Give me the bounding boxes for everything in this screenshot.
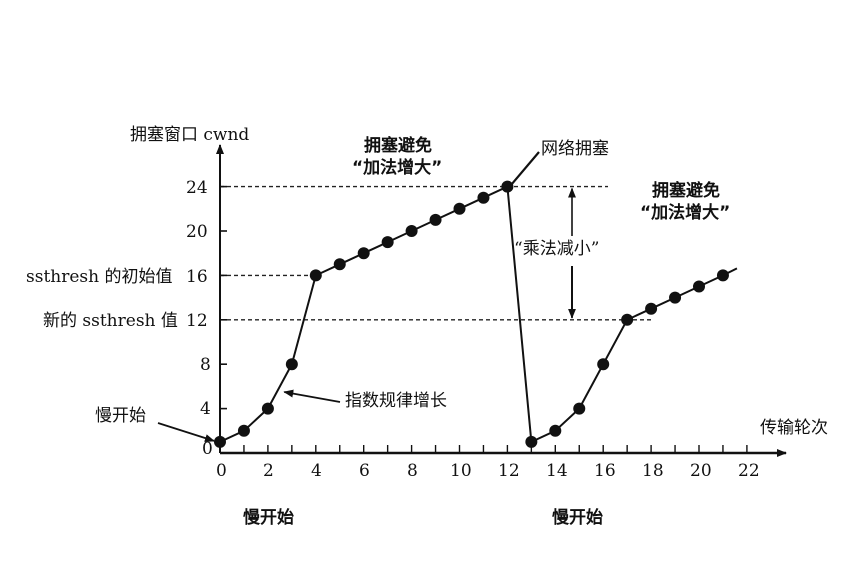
y-tick-0: 0 xyxy=(202,439,213,459)
congestion-avoidance-2-subtitle: “加法增大” xyxy=(640,203,731,223)
data-point xyxy=(429,213,442,226)
x-tick-6: 6 xyxy=(359,461,370,481)
ssthresh-new-label: 新的 ssthresh 值 xyxy=(43,311,178,331)
x-tick-2: 2 xyxy=(263,461,274,481)
y-tick-24: 24 xyxy=(186,178,208,198)
x-axis-title: 传输轮次 xyxy=(760,418,828,438)
slow-start-arrow xyxy=(157,422,215,442)
data-point xyxy=(669,291,682,304)
data-point xyxy=(693,280,705,293)
data-point xyxy=(357,247,370,260)
data-point xyxy=(405,225,418,237)
network-congestion-label: 网络拥塞 xyxy=(541,139,609,159)
data-point xyxy=(381,236,394,249)
x-tick-14: 14 xyxy=(546,461,568,481)
exponential-growth-label: 指数规律增长 xyxy=(345,391,447,411)
cwnd-line xyxy=(219,185,724,444)
network-congestion-pointer xyxy=(510,151,540,186)
x-tick-12: 12 xyxy=(498,461,520,481)
data-point xyxy=(621,313,634,326)
data-point xyxy=(549,424,562,437)
data-point xyxy=(597,358,610,371)
reference-lines xyxy=(220,185,652,321)
slow-start-bottom-1-label: 慢开始 xyxy=(243,508,294,528)
y-tick-16: 16 xyxy=(186,267,208,287)
cwnd-series xyxy=(214,180,738,448)
x-tick-4: 4 xyxy=(311,461,322,481)
data-point xyxy=(285,358,298,371)
congestion-avoidance-1-subtitle: “加法增大” xyxy=(352,158,443,178)
data-point xyxy=(453,202,466,215)
data-point xyxy=(525,435,538,448)
data-point xyxy=(261,402,274,415)
data-point xyxy=(214,435,226,448)
congestion-avoidance-1-title: 拥塞避免 xyxy=(364,136,432,156)
slow-start-bottom-2-label: 慢开始 xyxy=(552,508,603,528)
y-tick-12: 12 xyxy=(186,311,208,331)
x-tick-16: 16 xyxy=(594,461,616,481)
x-tick-20: 20 xyxy=(690,461,712,481)
x-tick-22: 22 xyxy=(738,461,760,481)
x-tick-10: 10 xyxy=(450,461,472,481)
annotation-arrows xyxy=(157,151,576,442)
y-axis-title: 拥塞窗口 cwnd xyxy=(130,125,250,145)
data-point xyxy=(716,269,729,282)
congestion-avoidance-2-title: 拥塞避免 xyxy=(652,181,720,201)
data-point xyxy=(309,269,322,282)
data-point xyxy=(237,424,250,437)
x-tick-0: 0 xyxy=(216,461,227,481)
data-point xyxy=(573,402,586,415)
x-tick-8: 8 xyxy=(407,461,418,481)
y-tick-8: 8 xyxy=(200,355,211,375)
data-point xyxy=(477,191,490,204)
ssthresh-initial-label: ssthresh 的初始值 xyxy=(26,267,173,287)
y-tick-4: 4 xyxy=(200,399,211,419)
slow-start-left-label: 慢开始 xyxy=(95,406,146,426)
y-tick-20: 20 xyxy=(186,222,208,242)
multiplicative-decrease-label: “乘法减小” xyxy=(514,239,600,259)
exponential-growth-arrow xyxy=(283,389,341,403)
x-tick-18: 18 xyxy=(642,461,664,481)
data-point xyxy=(333,258,346,271)
data-point xyxy=(645,302,658,315)
data-point xyxy=(501,180,514,193)
